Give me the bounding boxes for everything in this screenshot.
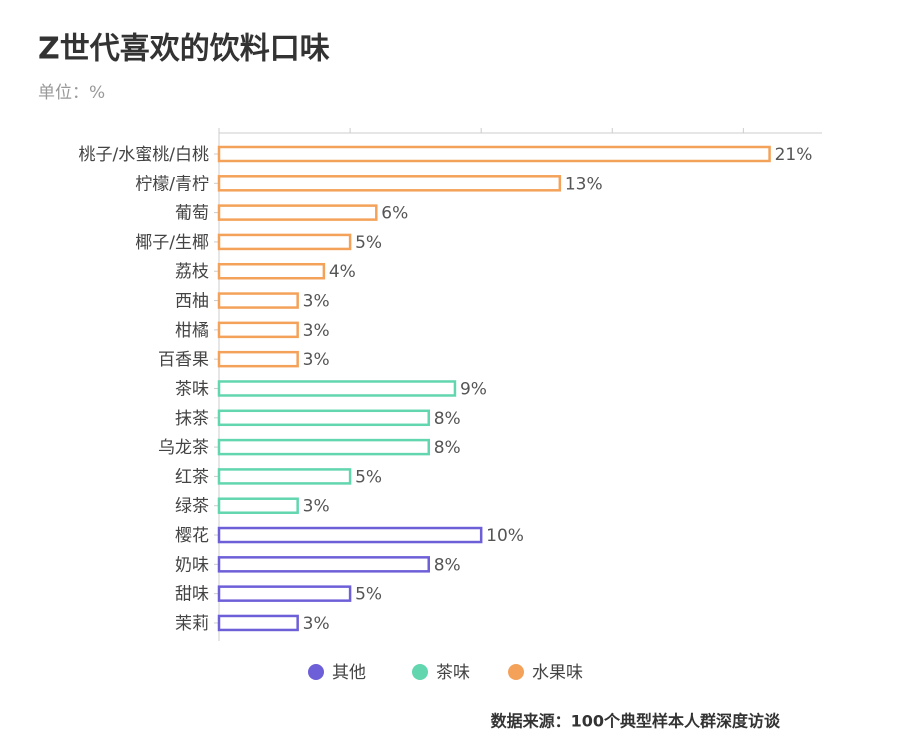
value-label: 21%	[775, 145, 813, 165]
bar	[217, 556, 430, 573]
y-tick-label: 荔枝	[175, 262, 209, 282]
y-tick-label: 椰子/生椰	[135, 233, 209, 253]
bar	[217, 262, 326, 280]
y-tick-label: 绿茶	[175, 497, 209, 517]
value-label: 8%	[434, 438, 461, 458]
bar	[217, 585, 352, 602]
y-tick-label: 红茶	[175, 467, 209, 487]
y-tick-label: 葡萄	[175, 204, 209, 224]
value-label: 8%	[434, 409, 461, 429]
bar	[217, 321, 299, 339]
bar	[217, 468, 352, 485]
value-label: 9%	[460, 379, 487, 399]
y-tick-label: 抹茶	[175, 409, 209, 429]
y-tick-label: 西柚	[175, 292, 209, 312]
value-label: 4%	[329, 262, 356, 282]
bar	[217, 145, 771, 163]
y-tick-label: 柠檬/青柠	[135, 174, 209, 194]
value-label: 3%	[303, 350, 330, 370]
legend-swatch	[412, 664, 428, 680]
bar	[217, 292, 299, 309]
bar	[217, 614, 299, 632]
bar	[217, 175, 562, 192]
value-label: 8%	[434, 555, 461, 575]
value-label: 6%	[381, 204, 408, 224]
bar	[217, 526, 483, 544]
chart-subtitle: 单位：%	[38, 83, 105, 103]
y-tick-label: 柑橘	[175, 321, 209, 341]
source-note: 数据来源：100个典型样本人群深度访谈	[491, 712, 781, 731]
y-tick-label: 乌龙茶	[158, 438, 209, 458]
y-tick-label: 茉莉	[175, 614, 209, 634]
y-tick-label: 百香果	[158, 350, 209, 370]
value-label: 5%	[355, 467, 382, 487]
value-label: 5%	[355, 585, 382, 605]
legend-label: 茶味	[436, 663, 470, 683]
value-label: 3%	[303, 321, 330, 341]
chart-title: Z世代喜欢的饮料口味	[38, 32, 330, 67]
legend-label: 其他	[332, 663, 366, 683]
bar	[217, 438, 430, 456]
bar	[217, 380, 457, 397]
bar	[217, 350, 299, 368]
y-tick-label: 奶味	[175, 555, 209, 575]
y-tick-label: 茶味	[175, 379, 209, 399]
bar	[217, 204, 378, 221]
value-label: 3%	[303, 292, 330, 312]
legend-label: 水果味	[532, 663, 583, 683]
legend-swatch	[508, 664, 524, 680]
y-tick-label: 甜味	[175, 585, 209, 605]
y-tick-label: 桃子/水蜜桃/白桃	[79, 145, 209, 165]
value-label: 13%	[565, 174, 603, 194]
legend-swatch	[308, 664, 324, 680]
y-tick-label: 樱花	[175, 526, 209, 546]
value-label: 10%	[486, 526, 524, 546]
bar	[217, 497, 299, 514]
bar	[217, 409, 430, 427]
bar	[217, 233, 352, 251]
value-label: 5%	[355, 233, 382, 253]
value-label: 3%	[303, 614, 330, 634]
value-label: 3%	[303, 497, 330, 517]
